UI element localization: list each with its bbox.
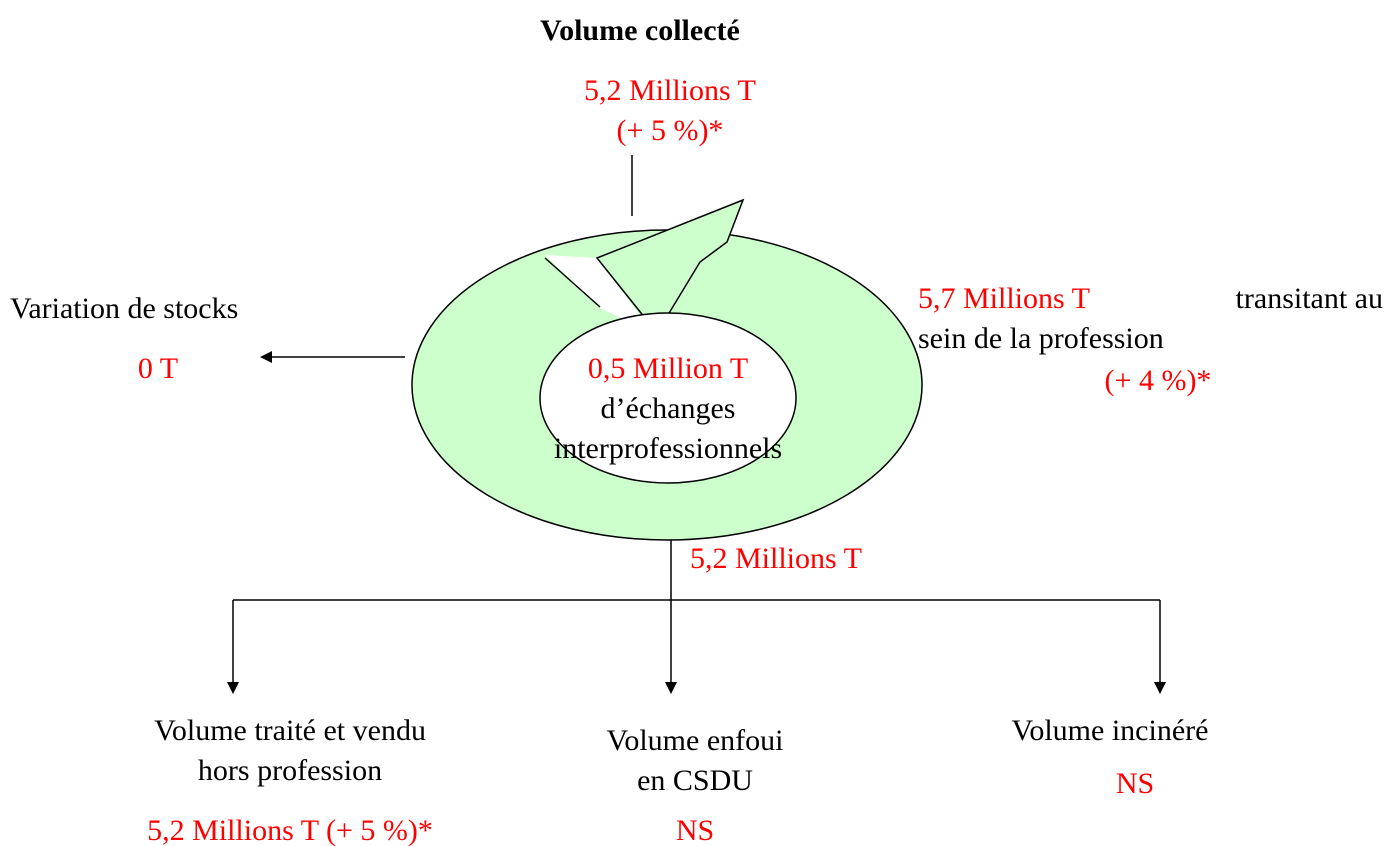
ring-end [544, 257, 601, 308]
output-value: 5,2 Millions T [690, 542, 862, 575]
transit-change: (+ 4 %)* [1105, 364, 1212, 397]
transit-text: transitant au [1236, 282, 1383, 315]
transit-text: sein de la profession [918, 322, 1164, 355]
collected-value: 5,2 Millions T [584, 74, 756, 107]
exchange-text: interprofessionnels [554, 432, 782, 465]
exchange-text: d’échanges [601, 392, 736, 425]
destination-label: Volume incinéré [1012, 714, 1209, 747]
destination-label: Volume enfoui [607, 724, 784, 757]
inner-ellipse [539, 312, 797, 484]
stocks-label: Variation de stocks [10, 292, 238, 325]
destination-value: NS [676, 814, 714, 846]
stocks-value: 0 T [138, 352, 178, 385]
transit-value: 5,7 Millions T [918, 282, 1090, 315]
destination-label: Volume traité et vendu [154, 714, 426, 747]
ring-gap [545, 255, 655, 335]
destination-value: NS [1116, 767, 1154, 800]
destination-label: hors profession [198, 754, 382, 787]
exchange-value: 0,5 Million T [588, 352, 748, 385]
title: Volume collecté [540, 14, 740, 47]
destination-value: 5,2 Millions T (+ 5 %)* [147, 814, 433, 846]
collected-change: (+ 5 %)* [617, 114, 724, 147]
destination-label: en CSDU [637, 764, 753, 797]
